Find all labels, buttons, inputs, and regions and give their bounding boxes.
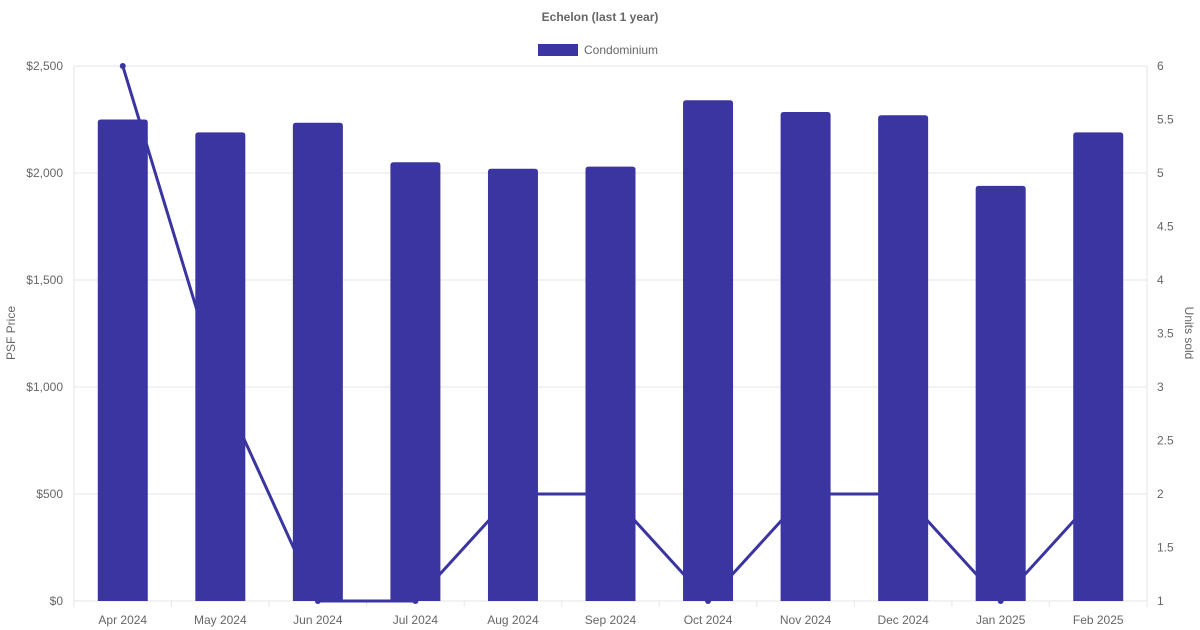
y-right-tick-label: 2.5 xyxy=(1157,434,1174,448)
legend[interactable]: Condominium xyxy=(538,43,658,57)
x-tick-label: May 2024 xyxy=(194,613,247,627)
y-right-tick-label: 5.5 xyxy=(1157,113,1174,127)
units-sold-point[interactable] xyxy=(1095,491,1102,497)
y-right-label: Units sold xyxy=(1182,307,1196,360)
bar[interactable] xyxy=(1073,132,1124,601)
bar[interactable] xyxy=(390,162,441,602)
x-tick-label: Sep 2024 xyxy=(585,613,637,627)
units-sold-point[interactable] xyxy=(119,63,126,69)
x-tick-label: Aug 2024 xyxy=(487,613,539,627)
y-left-tick-label: $1,500 xyxy=(26,273,63,287)
bar[interactable] xyxy=(487,168,538,601)
y-right-tick-label: 1.5 xyxy=(1157,541,1174,555)
units-sold-point[interactable] xyxy=(412,598,419,604)
y-left-tick-label: $500 xyxy=(36,487,63,501)
legend-swatch xyxy=(538,44,578,56)
bar[interactable] xyxy=(97,119,148,602)
x-tick-label: Jul 2024 xyxy=(393,613,439,627)
bar[interactable] xyxy=(878,115,929,601)
y-right-tick-label: 6 xyxy=(1157,59,1164,73)
right-axis: 1 1.5 2 2.5 3 3.5 4 4.5 5 5.5 6 xyxy=(1157,59,1174,608)
y-right-tick-label: 4.5 xyxy=(1157,220,1174,234)
bar[interactable] xyxy=(195,132,246,601)
bar[interactable] xyxy=(585,166,636,601)
y-right-tick-label: 3 xyxy=(1157,380,1164,394)
left-axis: $0 $500 $1,000 $1,500 $2,000 $2,500 xyxy=(26,59,63,608)
units-sold-point[interactable] xyxy=(607,491,614,497)
y-left-tick-label: $1,000 xyxy=(26,380,63,394)
bar[interactable] xyxy=(683,100,734,602)
y-left-tick-label: $2,000 xyxy=(26,166,63,180)
y-right-tick-label: 1 xyxy=(1157,594,1164,608)
chart-title: Echelon (last 1 year) xyxy=(542,10,659,24)
y-left-tick-label: $0 xyxy=(50,594,64,608)
bar[interactable] xyxy=(975,185,1026,601)
x-tick-label: Jan 2025 xyxy=(976,613,1026,627)
x-tick-label: Jun 2024 xyxy=(293,613,343,627)
bar[interactable] xyxy=(292,122,343,602)
units-sold-point[interactable] xyxy=(997,598,1004,604)
units-sold-point[interactable] xyxy=(802,491,809,497)
units-line xyxy=(119,63,1102,604)
x-tick-label: Apr 2024 xyxy=(98,613,147,627)
y-right-tick-label: 5 xyxy=(1157,166,1164,180)
y-left-tick-label: $2,500 xyxy=(26,59,63,73)
y-right-tick-label: 3.5 xyxy=(1157,327,1174,341)
x-axis: Apr 2024 May 2024 Jun 2024 Jul 2024 Aug 2024… xyxy=(98,613,1123,627)
y-right-tick-label: 4 xyxy=(1157,273,1164,287)
units-sold-point[interactable] xyxy=(509,491,516,497)
units-sold-point[interactable] xyxy=(314,598,321,604)
x-tick-label: Nov 2024 xyxy=(780,613,832,627)
units-sold-point[interactable] xyxy=(217,384,224,390)
units-sold-point[interactable] xyxy=(900,491,907,497)
legend-label: Condominium xyxy=(584,43,658,57)
y-left-label: PSF Price xyxy=(4,306,18,360)
bar[interactable] xyxy=(780,112,831,601)
y-right-tick-label: 2 xyxy=(1157,487,1164,501)
x-tick-label: Oct 2024 xyxy=(684,613,733,627)
x-tick-label: Dec 2024 xyxy=(877,613,929,627)
bars xyxy=(97,100,1124,602)
x-tick-label: Feb 2025 xyxy=(1073,613,1124,627)
units-sold-point[interactable] xyxy=(705,598,712,604)
